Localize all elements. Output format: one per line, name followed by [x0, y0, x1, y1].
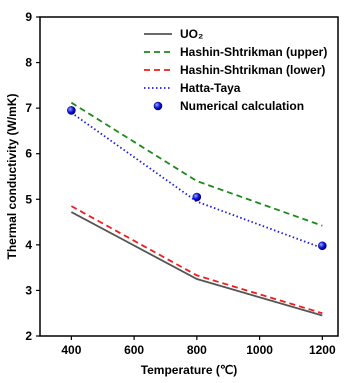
y-tick-label: 2 — [25, 329, 32, 343]
data-point-numerical-calculation — [192, 192, 202, 202]
legend-entry-label: Hashin-Shtrikman (lower) — [180, 63, 325, 77]
y-axis-ticks: 2 3 4 5 6 7 8 9 — [25, 10, 40, 343]
legend-entry-label: Numerical calculation — [180, 99, 304, 113]
y-tick-label: 6 — [25, 147, 32, 161]
y-tick-label: 7 — [25, 101, 32, 115]
legend: UO₂ Hashin-Shtrikman (upper) Hashin-Shtrik… — [140, 25, 336, 121]
series-line-uo — [70, 211, 323, 317]
y-tick-label: 5 — [25, 192, 32, 206]
x-tick-label: 1200 — [309, 343, 336, 357]
plot-frame — [39, 16, 339, 337]
data-point-numerical-calculation — [318, 241, 327, 251]
x-axis-label: Temperature (℃) — [141, 363, 238, 377]
y-tick-label: 3 — [25, 283, 32, 297]
x-tick-label: 600 — [124, 343, 144, 357]
y-tick-label: 9 — [25, 10, 32, 24]
series-line-hashin-shtrikman-lower — [70, 205, 323, 315]
legend-marker — [153, 101, 163, 111]
legend-entry-label: UO₂ — [180, 27, 203, 41]
x-tick-label: 800 — [187, 343, 207, 357]
x-tick-label: 400 — [61, 343, 81, 357]
series-layer — [67, 101, 327, 317]
x-tick-label: 1000 — [246, 343, 273, 357]
legend-entry-label: Hashin-Shtrikman (upper) — [180, 45, 327, 59]
y-tick-label: 8 — [25, 56, 32, 70]
series-line-hashin-shtrikman-upper — [70, 101, 323, 227]
data-point-numerical-calculation — [67, 106, 76, 115]
legend-background — [140, 25, 336, 121]
x-axis-ticks: 400 600 800 1000 1200 — [61, 336, 336, 357]
y-tick-label: 4 — [25, 238, 32, 252]
legend-entry-label: Hatta-Taya — [180, 81, 241, 95]
y-axis-label: Thermal conductivity (W/mK) — [5, 93, 19, 259]
